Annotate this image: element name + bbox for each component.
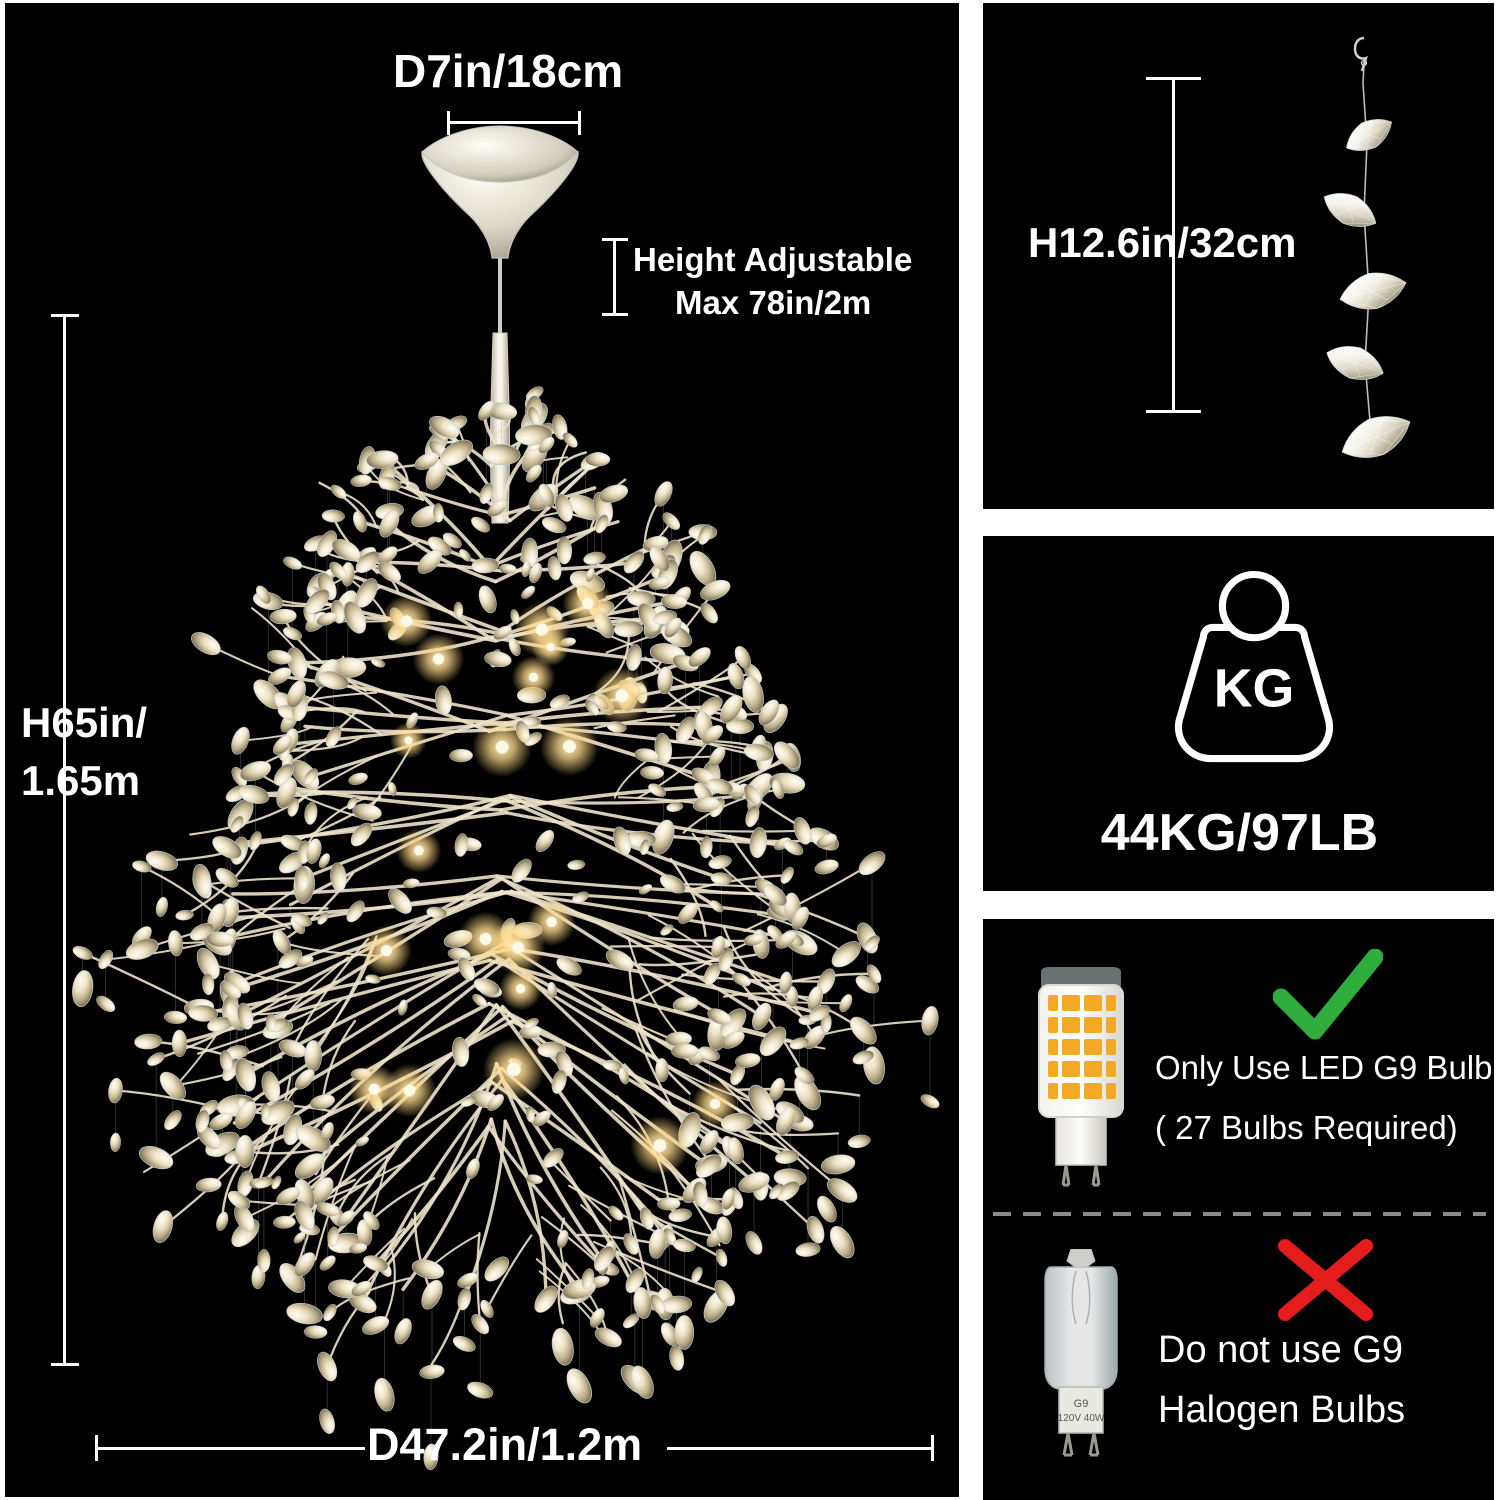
svg-text:KG: KG — [1214, 658, 1295, 718]
svg-text:120V 40W: 120V 40W — [1058, 1413, 1105, 1424]
svg-text:G9: G9 — [1074, 1398, 1089, 1410]
